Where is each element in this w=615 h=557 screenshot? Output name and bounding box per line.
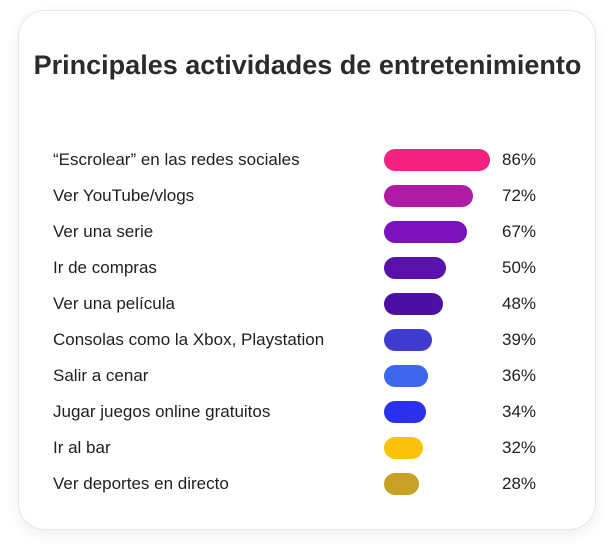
value-label: 32% xyxy=(502,438,537,457)
bar xyxy=(384,149,490,171)
bar xyxy=(384,293,443,315)
bar xyxy=(384,401,426,423)
value-label: 39% xyxy=(502,330,537,349)
value-label: 50% xyxy=(502,258,537,277)
bar xyxy=(384,257,446,279)
category-label: Ir al bar xyxy=(53,438,111,457)
value-label: 28% xyxy=(502,474,537,493)
category-label: “Escrolear” en las redes sociales xyxy=(53,150,300,169)
value-label: 72% xyxy=(502,186,537,205)
bar xyxy=(384,185,473,207)
value-label: 34% xyxy=(502,402,537,421)
category-label: Ver YouTube/vlogs xyxy=(53,186,195,205)
value-label: 67% xyxy=(502,222,537,241)
chart-card xyxy=(19,11,595,529)
value-label: 36% xyxy=(502,366,537,385)
bar xyxy=(384,365,428,387)
category-label: Ir de compras xyxy=(53,258,157,277)
category-label: Ver una serie xyxy=(53,222,154,241)
category-label: Ver deportes en directo xyxy=(53,474,229,493)
chart-title: Principales actividades de entretenimien… xyxy=(33,50,582,80)
category-label: Ver una película xyxy=(53,294,175,313)
category-label: Consolas como la Xbox, Playstation xyxy=(53,330,325,349)
bar xyxy=(384,473,419,495)
value-label: 48% xyxy=(502,294,537,313)
bar xyxy=(384,221,467,243)
category-label: Jugar juegos online gratuitos xyxy=(53,402,271,421)
category-label: Salir a cenar xyxy=(53,366,149,385)
bar xyxy=(384,329,432,351)
bar xyxy=(384,437,423,459)
value-label: 86% xyxy=(502,150,537,169)
